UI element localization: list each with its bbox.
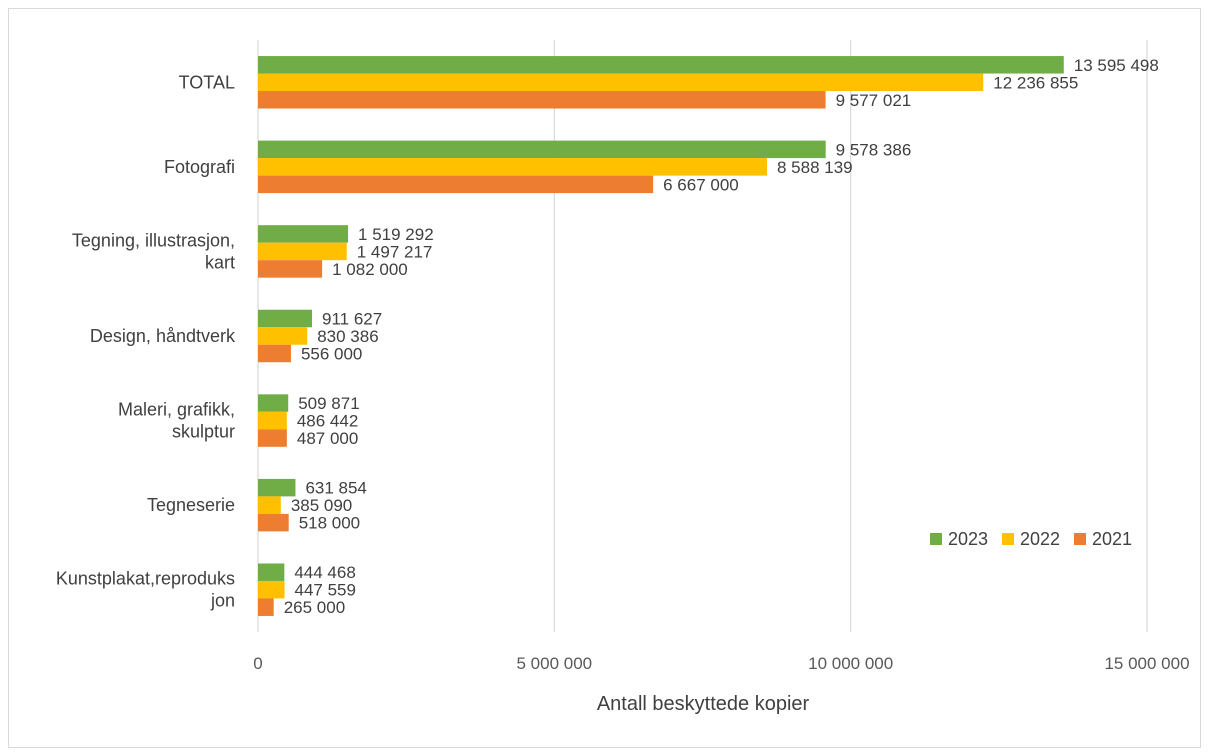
bar-2021 (258, 598, 274, 616)
bar-2023 (258, 563, 285, 581)
x-tick-label: 0 (253, 654, 262, 673)
bar-2023 (258, 225, 349, 243)
bar-2022 (258, 158, 767, 176)
bar-2022 (258, 327, 308, 345)
bar-2021 (258, 260, 323, 278)
data-label-2021: 518 000 (299, 514, 360, 533)
category-label: Maleri, grafikk, (118, 400, 235, 420)
category-label: Design, håndtverk (90, 326, 236, 346)
bar-2023 (258, 309, 313, 328)
legend: 2023 2022 2021 (930, 529, 1132, 549)
data-label-2022: 486 442 (297, 412, 358, 431)
bar-2022 (258, 242, 347, 261)
data-label-2022: 447 559 (295, 581, 356, 600)
data-label-2021: 9 577 021 (836, 91, 912, 110)
category-label: kart (205, 252, 235, 272)
legend-label-2021: 2021 (1092, 529, 1132, 549)
bar-2021 (258, 91, 826, 109)
data-label-2022: 385 090 (291, 496, 352, 515)
bar-2022 (258, 496, 281, 514)
legend-swatch-2021 (1074, 533, 1086, 545)
data-label-2021: 265 000 (284, 598, 345, 617)
bar-2021 (258, 513, 289, 532)
legend-swatch-2023 (930, 533, 942, 545)
chart-frame (8, 8, 1201, 748)
data-label-2023: 631 854 (305, 479, 366, 498)
category-label: Fotografi (164, 157, 235, 177)
x-tick-label: 10 000 000 (808, 654, 893, 673)
data-label-2023: 9 578 386 (836, 140, 912, 159)
bar-2022 (258, 580, 285, 599)
data-label-2023: 13 595 498 (1074, 56, 1159, 75)
data-label-2023: 509 871 (298, 394, 359, 413)
data-label-2021: 1 082 000 (332, 260, 408, 279)
category-label: jon (210, 591, 235, 611)
bar-2023 (258, 140, 826, 159)
category-label: skulptur (172, 422, 235, 442)
bar-2021 (258, 344, 291, 363)
bar-2021 (258, 175, 654, 194)
data-label-2021: 487 000 (297, 429, 358, 448)
data-label-2023: 1 519 292 (358, 225, 434, 244)
bar-2023 (258, 56, 1064, 74)
data-label-2023: 444 468 (294, 563, 355, 582)
data-label-2021: 6 667 000 (663, 175, 739, 194)
legend-label-2022: 2022 (1020, 529, 1060, 549)
data-label-2021: 556 000 (301, 345, 362, 364)
legend-label-2023: 2023 (948, 529, 988, 549)
bar-2022 (258, 411, 287, 430)
x-tick-labels: 0 5 000 000 10 000 000 15 000 000 (253, 654, 1189, 673)
legend-swatch-2022 (1002, 533, 1014, 545)
category-label: Tegning, illustrasjon, (72, 230, 235, 250)
x-tick-label: 15 000 000 (1104, 654, 1189, 673)
bar-2023 (258, 478, 296, 497)
bar-2022 (258, 73, 984, 92)
bar-2023 (258, 394, 289, 412)
data-label-2022: 1 497 217 (357, 242, 433, 261)
x-axis-title: Antall beskyttede kopier (597, 693, 810, 715)
category-label: TOTAL (179, 72, 235, 92)
data-label-2023: 911 627 (322, 310, 382, 329)
bars (258, 56, 1064, 616)
category-labels: TOTAL Fotografi Tegning, illustrasjon,kart… (56, 72, 236, 610)
category-label: Tegneserie (147, 495, 235, 515)
data-label-2022: 12 236 855 (993, 73, 1078, 92)
category-label: Kunstplakat,reproduks (56, 569, 235, 589)
x-tick-label: 5 000 000 (517, 654, 593, 673)
data-label-2022: 830 386 (317, 327, 378, 346)
bar-2021 (258, 429, 287, 447)
data-label-2022: 8 588 139 (777, 158, 853, 177)
